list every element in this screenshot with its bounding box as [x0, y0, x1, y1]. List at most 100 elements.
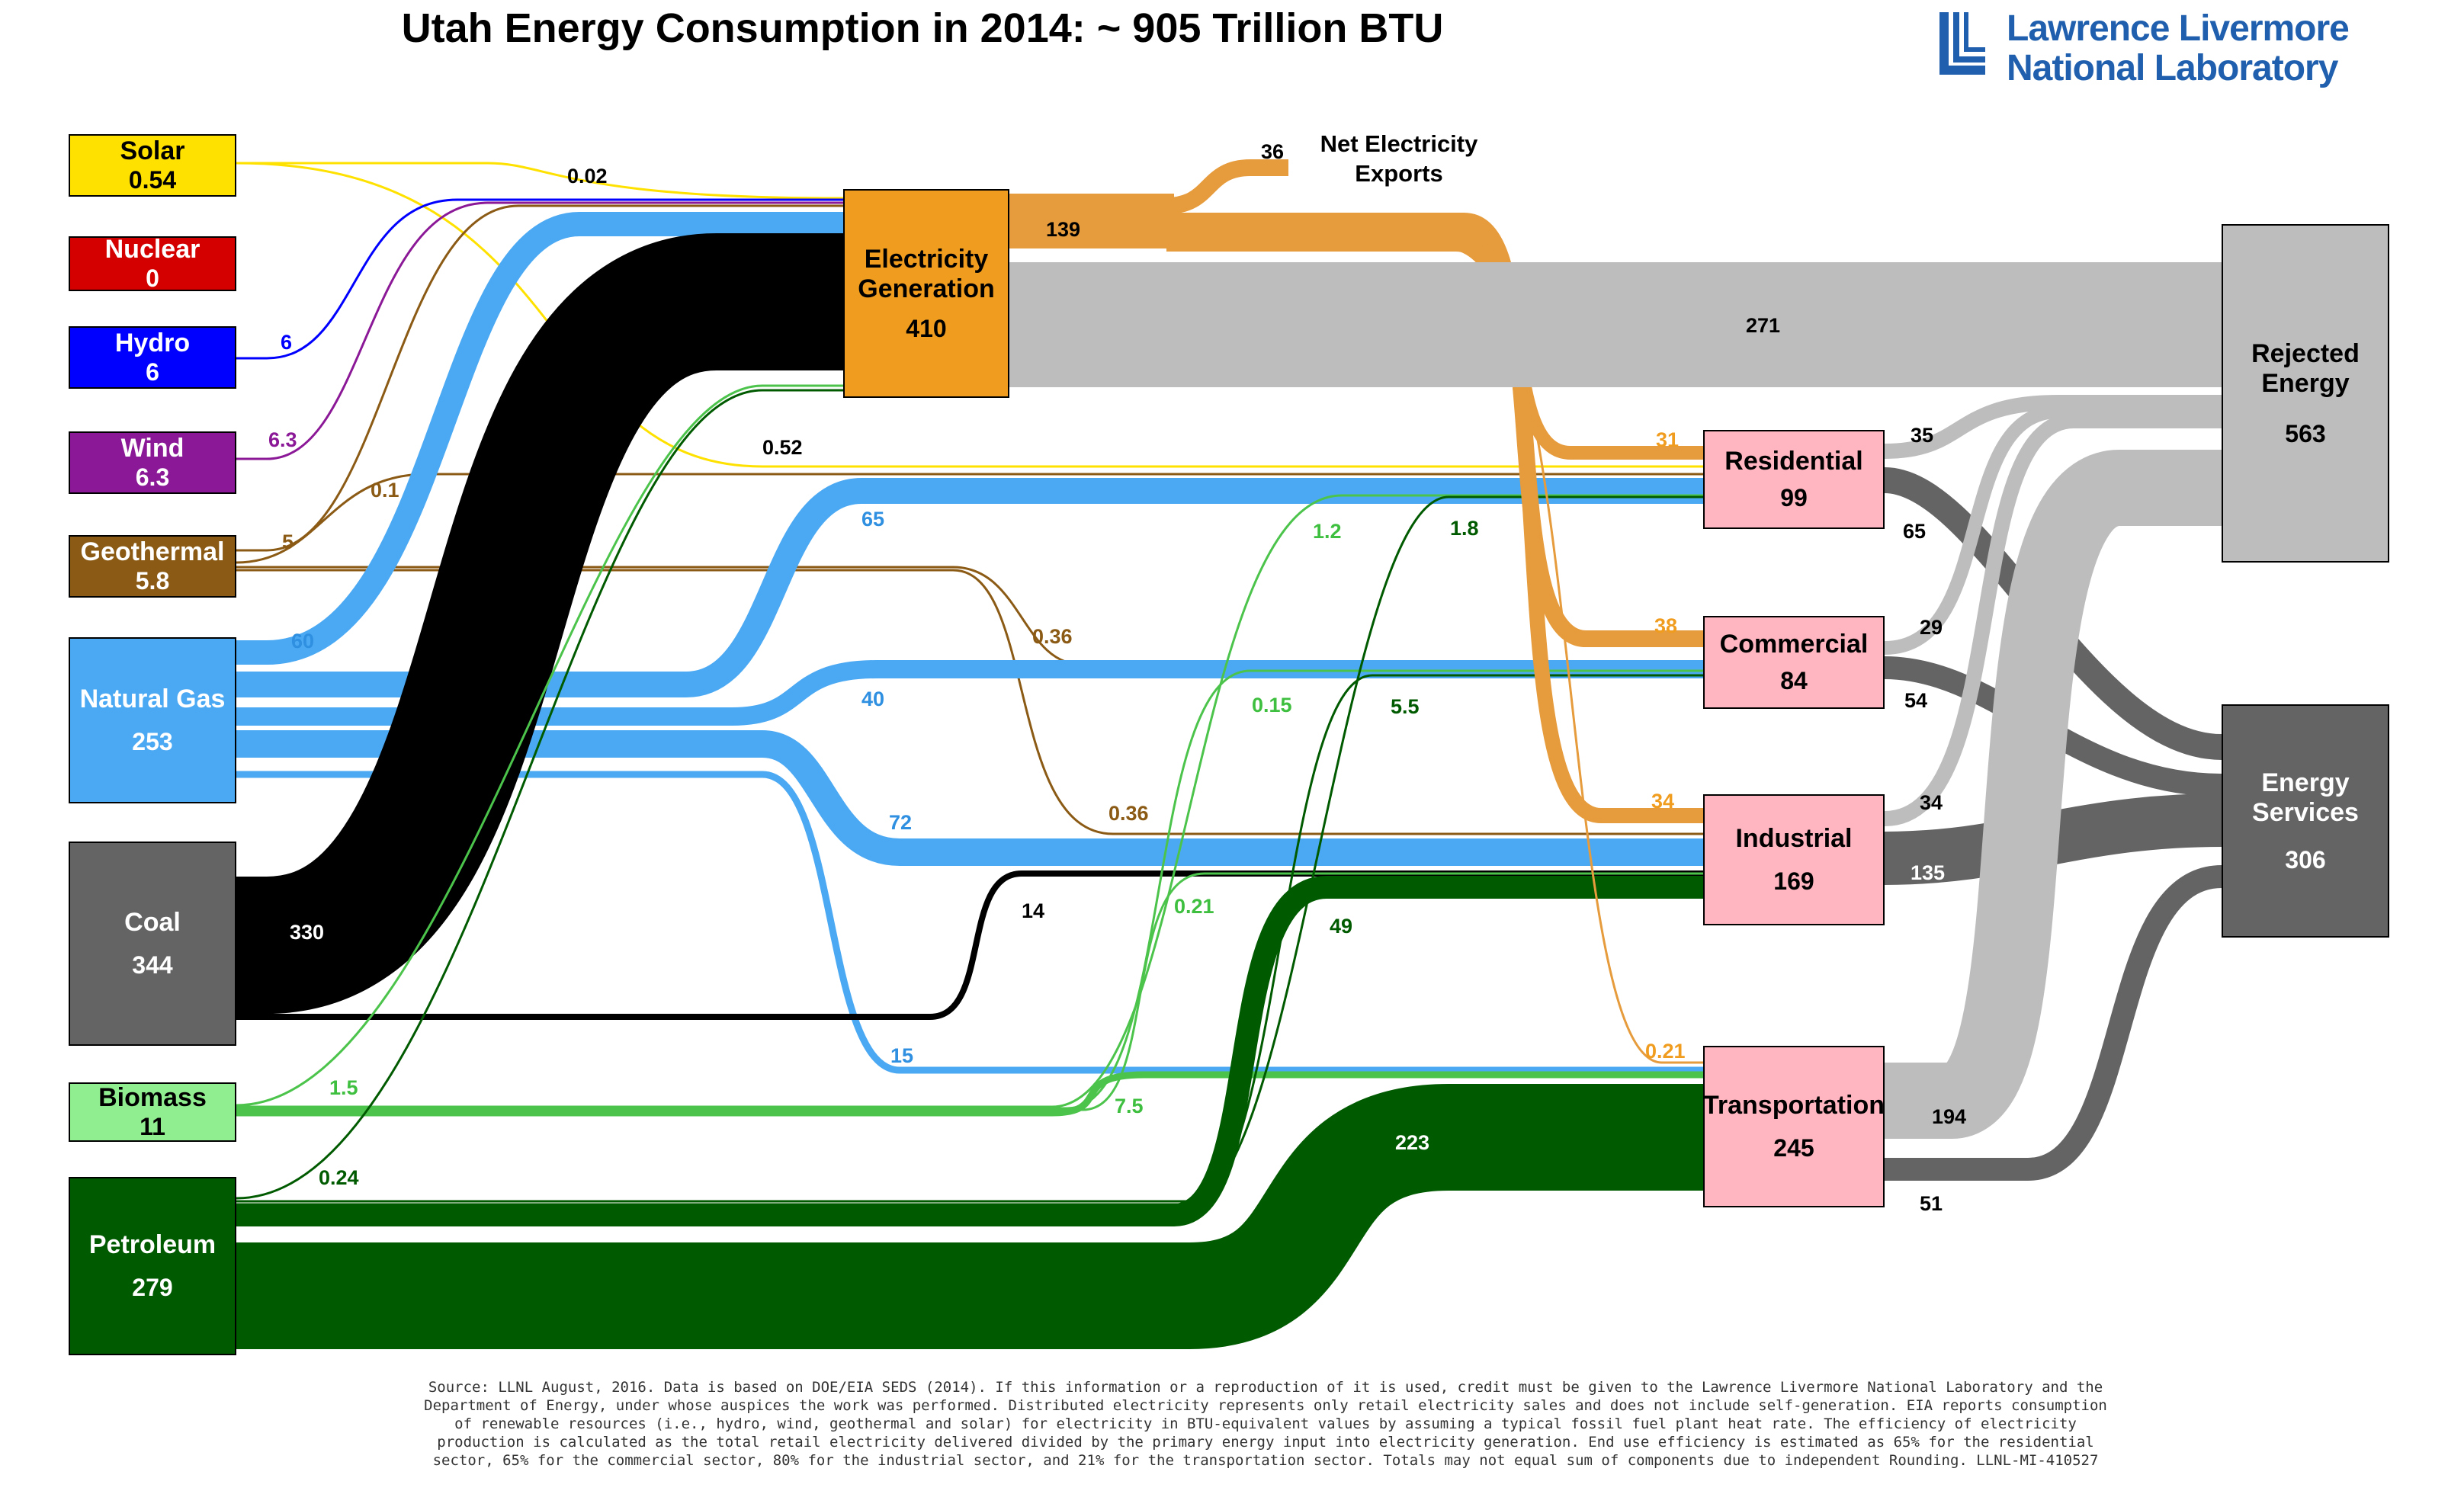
sector-label: Transportation	[1702, 1091, 1885, 1120]
flow-label-bio-elec: 1.5	[329, 1076, 358, 1099]
flow-label-pet-res: 1.8	[1450, 517, 1479, 540]
flow-bio-ind	[236, 872, 1703, 1111]
flow-label-ng-trans: 15	[890, 1044, 914, 1067]
flow-label-com-serv: 54	[1904, 689, 1928, 712]
source-value: 344	[132, 951, 173, 979]
flow-label-pet-com: 5.5	[1391, 695, 1420, 718]
flow-ng-trans	[236, 771, 1703, 1074]
flow-pet-elec	[236, 389, 843, 1200]
sector-label: Residential	[1724, 447, 1863, 476]
flow-geo-res	[236, 473, 1703, 564]
source-footnote: Source: LLNL August, 2016. Data is based…	[305, 1378, 2226, 1470]
sector-residential: Residential 99	[1703, 430, 1885, 529]
source-value: 279	[132, 1274, 173, 1302]
flow-label-elec-rej: 271	[1746, 314, 1781, 337]
flow-com-rej	[1884, 405, 2222, 655]
flow-label-res-serv: 65	[1903, 520, 1927, 543]
flows-layer	[198, 159, 2222, 1349]
flow-bio-elec	[236, 384, 843, 1107]
flow-label-elec-out: 139	[1046, 218, 1081, 241]
flow-label-com-rej: 29	[1920, 616, 1943, 639]
output-rejected-energy: Rejected Energy 563	[2222, 224, 2389, 563]
flow-wind-elec	[236, 201, 843, 460]
footnote-line: of renewable resources (i.e., hydro, win…	[454, 1415, 2077, 1432]
sector-industrial: Industrial 169	[1703, 794, 1885, 925]
flow-label-geo-elec: 5	[282, 531, 294, 553]
source-geothermal: Geothermal 5.8	[69, 535, 236, 598]
net-exports-value: 36	[1261, 140, 1285, 163]
source-value: 6.3	[135, 463, 170, 492]
node-value: 410	[906, 314, 947, 342]
source-value: 253	[132, 728, 173, 756]
flow-ng-res	[236, 478, 1703, 697]
logo-line-2: National Laboratory	[2007, 48, 2338, 88]
flow-coal-elec	[198, 233, 843, 1014]
flow-label-bio-trans: 7.5	[1115, 1095, 1144, 1117]
flow-label-coal-elec: 330	[290, 921, 325, 944]
flow-label-wind-elec: 6.3	[268, 428, 297, 451]
footnote-line: Department of Energy, under whose auspic…	[424, 1397, 2107, 1414]
flow-label-ng-com: 40	[861, 688, 885, 710]
source-natural-gas: Natural Gas 253	[69, 637, 236, 803]
flow-hydro-elec	[236, 198, 843, 360]
flow-trans-rej	[1885, 450, 2222, 1139]
sector-label: Commercial	[1719, 630, 1869, 659]
source-value: 6	[146, 358, 159, 386]
flow-label-elec-trans: 0.21	[1645, 1040, 1686, 1063]
flow-bio-trans	[236, 1071, 1703, 1117]
output-value: 306	[2285, 845, 2326, 874]
node-electricity-generation: Electricity Generation 410	[843, 189, 1009, 398]
flow-label-solar-res: 0.52	[762, 436, 803, 459]
output-label: Energy Services	[2252, 768, 2359, 827]
source-hydro: Hydro 6	[69, 326, 236, 389]
flow-label-trans-serv: 51	[1920, 1192, 1943, 1215]
flow-bio-com	[236, 669, 1703, 1110]
flow-ind-rej	[1884, 413, 2222, 826]
footnote-line: production is calculated as the total re…	[437, 1434, 2094, 1451]
source-label: Wind	[120, 434, 184, 463]
source-coal: Coal 344	[69, 842, 236, 1046]
sector-label: Industrial	[1735, 824, 1853, 854]
flow-ng-ind	[236, 730, 1703, 866]
flow-geo-ind	[236, 569, 1703, 835]
flow-label-bio-com: 0.15	[1252, 694, 1292, 717]
net-exports-label: Net Electricity Exports	[1320, 130, 1478, 187]
flow-label-hydro-elec: 6	[281, 331, 293, 354]
source-value: 0	[146, 264, 159, 293]
flow-label-ng-elec: 60	[291, 630, 315, 652]
output-energy-services: Energy Services 306	[2222, 704, 2389, 938]
source-value: 11	[140, 1113, 165, 1141]
sector-value: 99	[1780, 484, 1808, 512]
footnote-line: sector, 65% for the commercial sector, 8…	[432, 1452, 2099, 1469]
page-title: Utah Energy Consumption in 2014: ~ 905 T…	[401, 5, 1444, 51]
flow-label-geo-res: 0.1	[371, 479, 399, 502]
source-petroleum: Petroleum 279	[69, 1177, 236, 1355]
sector-value: 169	[1773, 867, 1814, 896]
flow-pet-trans	[236, 1084, 1703, 1349]
flow-label-ind-serv: 135	[1911, 861, 1946, 884]
source-label: Biomass	[98, 1083, 207, 1113]
flow-label-ng-ind: 72	[889, 811, 913, 834]
flow-label-geo-com: 0.36	[1032, 625, 1073, 648]
flow-elec-exports	[1166, 159, 1288, 214]
flow-label-elec-res: 31	[1656, 428, 1680, 451]
flow-label-bio-ind: 0.21	[1174, 895, 1214, 918]
llnl-logo-icon	[1939, 12, 1985, 75]
flow-label-ind-rej: 34	[1920, 791, 1943, 814]
source-label: Natural Gas	[79, 684, 226, 714]
flow-solar-elec	[236, 162, 844, 200]
source-biomass: Biomass 11	[69, 1082, 236, 1142]
flow-label-geo-ind: 0.36	[1108, 802, 1149, 825]
node-label: Electricity Generation	[858, 244, 995, 303]
flow-label-pet-elec: 0.24	[319, 1166, 359, 1189]
flow-label-coal-ind: 14	[1022, 899, 1045, 922]
footnote-line: Source: LLNL August, 2016. Data is based…	[428, 1379, 2103, 1396]
sector-value: 84	[1780, 667, 1808, 695]
flow-res-rej	[1884, 395, 2222, 459]
source-label: Nuclear	[104, 235, 201, 264]
logo-line-1: Lawrence Livermore	[2007, 8, 2350, 49]
output-label: Rejected Energy	[2251, 338, 2360, 398]
flow-ng-com	[236, 660, 1703, 726]
flow-label-ng-res: 65	[861, 508, 885, 531]
flow-label-pet-ind: 49	[1330, 915, 1353, 938]
